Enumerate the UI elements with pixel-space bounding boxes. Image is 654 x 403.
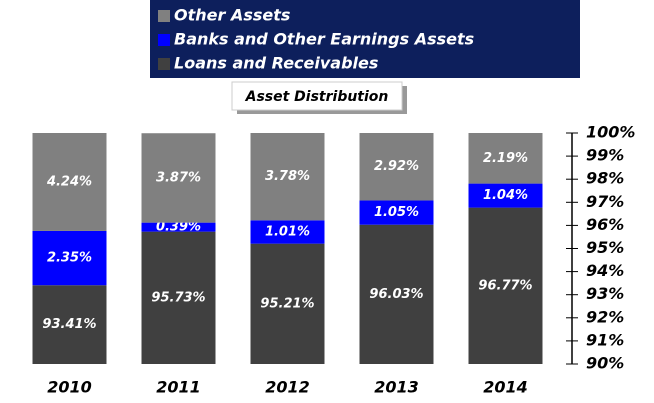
- data-label: 93.41%: [42, 317, 96, 332]
- data-label: 95.21%: [260, 296, 314, 311]
- data-label: 96.77%: [478, 278, 532, 293]
- x-tick-label: 2012: [265, 378, 310, 397]
- bar-segment: [141, 222, 216, 232]
- bar-segment: [250, 133, 325, 221]
- y-tick-label: 96%: [586, 215, 624, 234]
- bar-segment: [250, 243, 325, 364]
- bar-segment: [468, 183, 543, 208]
- y-tick-label: 95%: [586, 238, 624, 257]
- data-label: 96.03%: [369, 287, 423, 302]
- bar-segment: [359, 133, 434, 201]
- bar-segment: [32, 230, 107, 286]
- x-tick-label: 2014: [483, 378, 528, 397]
- y-tick-label: 91%: [586, 330, 624, 349]
- x-tick-label: 2011: [156, 378, 201, 397]
- x-tick-label: 2010: [47, 378, 92, 397]
- x-tick-label: 2013: [374, 378, 419, 397]
- legend-label: Loans and Receivables: [174, 54, 378, 73]
- legend-swatch: [158, 58, 170, 70]
- bar-segment: [141, 231, 216, 364]
- y-tick-label: 92%: [586, 307, 624, 326]
- y-tick-label: 90%: [586, 354, 624, 373]
- legend-label: Banks and Other Earnings Assets: [174, 30, 474, 49]
- legend-swatch: [158, 10, 170, 22]
- bar-segment: [250, 220, 325, 244]
- data-label: 95.73%: [151, 290, 205, 305]
- data-label: 1.05%: [374, 205, 419, 220]
- bar-segment: [32, 285, 107, 364]
- data-label: 3.87%: [156, 170, 201, 185]
- bar-segment: [468, 133, 543, 184]
- chart-title: Asset Distribution: [245, 89, 389, 105]
- title-box: [231, 81, 403, 111]
- y-tick-label: 93%: [586, 284, 624, 303]
- data-label: 2.35%: [47, 251, 92, 266]
- bar-segment: [359, 200, 434, 225]
- bar-segment: [32, 133, 107, 231]
- data-label: 2.92%: [374, 159, 419, 174]
- y-tick-label: 97%: [586, 192, 624, 211]
- legend-label: Other Assets: [174, 6, 290, 25]
- legend-swatch: [158, 34, 170, 46]
- data-label: 3.78%: [265, 169, 310, 184]
- y-tick-label: 99%: [586, 146, 624, 165]
- data-label: 1.04%: [483, 188, 528, 203]
- legend-background: [150, 0, 580, 78]
- y-tick-label: 94%: [586, 261, 624, 280]
- data-label: 4.24%: [46, 174, 92, 189]
- y-tick-label: 100%: [586, 123, 635, 142]
- data-label: 2.19%: [483, 151, 528, 166]
- y-tick-label: 98%: [586, 169, 624, 188]
- data-label: 1.01%: [265, 224, 310, 239]
- bar-segment: [141, 133, 216, 223]
- data-label: 0.39%: [156, 220, 201, 235]
- bar-segment: [468, 207, 543, 364]
- bar-segment: [359, 224, 434, 364]
